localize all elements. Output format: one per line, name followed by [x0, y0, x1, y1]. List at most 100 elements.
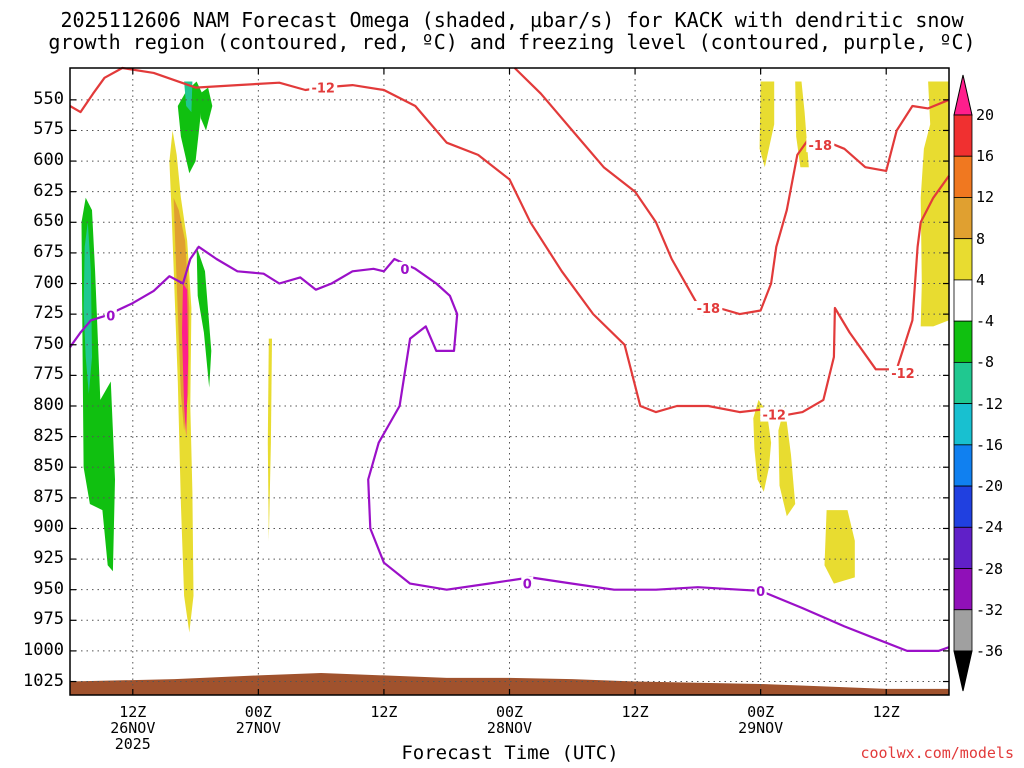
- contour-label-bg-1: [694, 301, 723, 316]
- y-tick-label: 800: [33, 394, 64, 415]
- x-tick-label: 27NOV: [235, 719, 281, 737]
- contour-label-bg-5: [104, 308, 117, 323]
- y-tick-label: 575: [33, 119, 64, 140]
- axis-ticks: [70, 68, 949, 695]
- y-tick-label: 975: [33, 609, 64, 630]
- contour-label-bg-7: [521, 576, 534, 591]
- colorbar-swatch-12: [953, 609, 973, 652]
- contour-label-0: -12: [311, 82, 335, 97]
- x-tick-label: 12Z: [872, 703, 900, 721]
- colorbar-label: 4: [976, 270, 986, 289]
- colorbar-swatch-1: [953, 155, 973, 198]
- contour-line-2: [69, 245, 950, 653]
- contour-label-bg-0: [309, 80, 338, 95]
- omega-region-13: [753, 399, 772, 492]
- colorbar-label: 8: [976, 229, 986, 248]
- colorbar-label: -24: [976, 518, 1004, 537]
- colorbar-swatch-3: [953, 238, 973, 281]
- y-tick-label: 700: [33, 272, 64, 293]
- x-tick-label: 12Z: [119, 703, 147, 721]
- colorbar-swatch-9: [953, 485, 973, 528]
- site-credit: coolwx.com/models: [860, 744, 1014, 762]
- y-tick-label: 925: [33, 548, 64, 569]
- omega-region-15: [824, 510, 855, 584]
- colorbar-top-triangle: [953, 74, 973, 116]
- omega-region-8: [196, 246, 212, 388]
- contour-label-bg-4: [888, 365, 917, 380]
- omega-region-10: [759, 81, 775, 168]
- colorbar-label: -16: [976, 435, 1004, 454]
- contour-label-7: 0: [523, 578, 532, 593]
- contours: [69, 66, 950, 653]
- x-tick-label: 00Z: [747, 703, 775, 721]
- y-tick-label: 650: [33, 211, 64, 232]
- y-tick-label: 600: [33, 150, 64, 171]
- omega-region-4: [83, 222, 92, 394]
- colorbar-label: -28: [976, 559, 1004, 578]
- contour-label-bg-6: [398, 261, 411, 276]
- omega-region-1: [184, 81, 193, 113]
- colorbar-label: -12: [976, 394, 1004, 413]
- colorbar-label: -36: [976, 642, 1004, 660]
- contour-label-5: 0: [106, 309, 115, 324]
- y-tick-label: 775: [33, 364, 64, 385]
- y-tick-label: 625: [33, 180, 64, 201]
- omega-region-2: [199, 87, 213, 131]
- x-tick-label: 12Z: [370, 703, 398, 721]
- contour-label-bg-8: [754, 583, 767, 598]
- colorbar-swatch-0: [953, 114, 973, 157]
- omega-region-12: [920, 81, 949, 327]
- colorbar-swatch-10: [953, 526, 973, 569]
- x-tick-label: 12Z: [621, 703, 649, 721]
- contour-label-3: -18: [809, 139, 833, 154]
- contour-label-bg-3: [806, 138, 835, 153]
- contour-labels: -12 -18 -12 -18 -12 0 0 0 0: [104, 80, 917, 600]
- omega-region-11: [795, 81, 809, 168]
- y-tick-label: 825: [33, 425, 64, 446]
- x-axis-title: Forecast Time (UTC): [401, 742, 619, 764]
- chart-title-line-1: 2025112606 NAM Forecast Omega (shaded, µ…: [60, 8, 964, 32]
- chart-title-line-2: growth region (contoured, red, ºC) and f…: [48, 30, 976, 54]
- y-tick-label: 875: [33, 486, 64, 507]
- y-tick-label: 675: [33, 241, 64, 262]
- omega-region-14: [778, 406, 796, 517]
- x-tick-label: 00Z: [244, 703, 272, 721]
- colorbar: [953, 74, 973, 692]
- colorbar-swatch-7: [953, 403, 973, 446]
- contour-label-8: 0: [756, 585, 765, 600]
- contour-label-6: 0: [400, 263, 409, 278]
- colorbar-label: -8: [976, 353, 995, 372]
- y-tick-label: 750: [33, 333, 64, 354]
- colorbar-label: -4: [976, 312, 995, 331]
- y-tick-label: 550: [33, 88, 64, 109]
- contour-label-1: -18: [697, 302, 721, 317]
- colorbar-label: -20: [976, 477, 1004, 496]
- colorbar-swatch-11: [953, 568, 973, 611]
- colorbar-swatch-2: [953, 197, 973, 240]
- omega-region-7: [182, 283, 189, 437]
- omega-shading: [81, 81, 949, 633]
- x-tick-label: 28NOV: [486, 719, 533, 737]
- colorbar-label: -32: [976, 600, 1004, 619]
- y-tick-label: 900: [33, 517, 64, 538]
- x-tick-label: 29NOV: [738, 719, 784, 737]
- colorbar-swatch-8: [953, 444, 973, 487]
- colorbar-bottom-triangle: [953, 650, 973, 692]
- colorbar-label: 12: [976, 188, 995, 207]
- colorbar-swatch-6: [953, 361, 973, 405]
- colorbar-swatch-5: [953, 320, 973, 363]
- x-tick-label: 26NOV: [110, 719, 156, 737]
- x-tick-label: 00Z: [495, 703, 524, 721]
- contour-line-0: [69, 66, 950, 417]
- omega-region-0: [177, 81, 203, 174]
- contour-label-bg-2: [760, 407, 789, 422]
- y-tick-label: 850: [33, 456, 64, 477]
- y-tick-label: 1000: [23, 639, 64, 660]
- contour-label-4: -12: [891, 367, 915, 382]
- contour-line-1: [513, 67, 950, 316]
- x-tick-label: 2025: [114, 735, 151, 753]
- contour-label-2: -12: [762, 409, 786, 424]
- y-tick-label: 1025: [23, 670, 64, 691]
- grid: [70, 68, 949, 695]
